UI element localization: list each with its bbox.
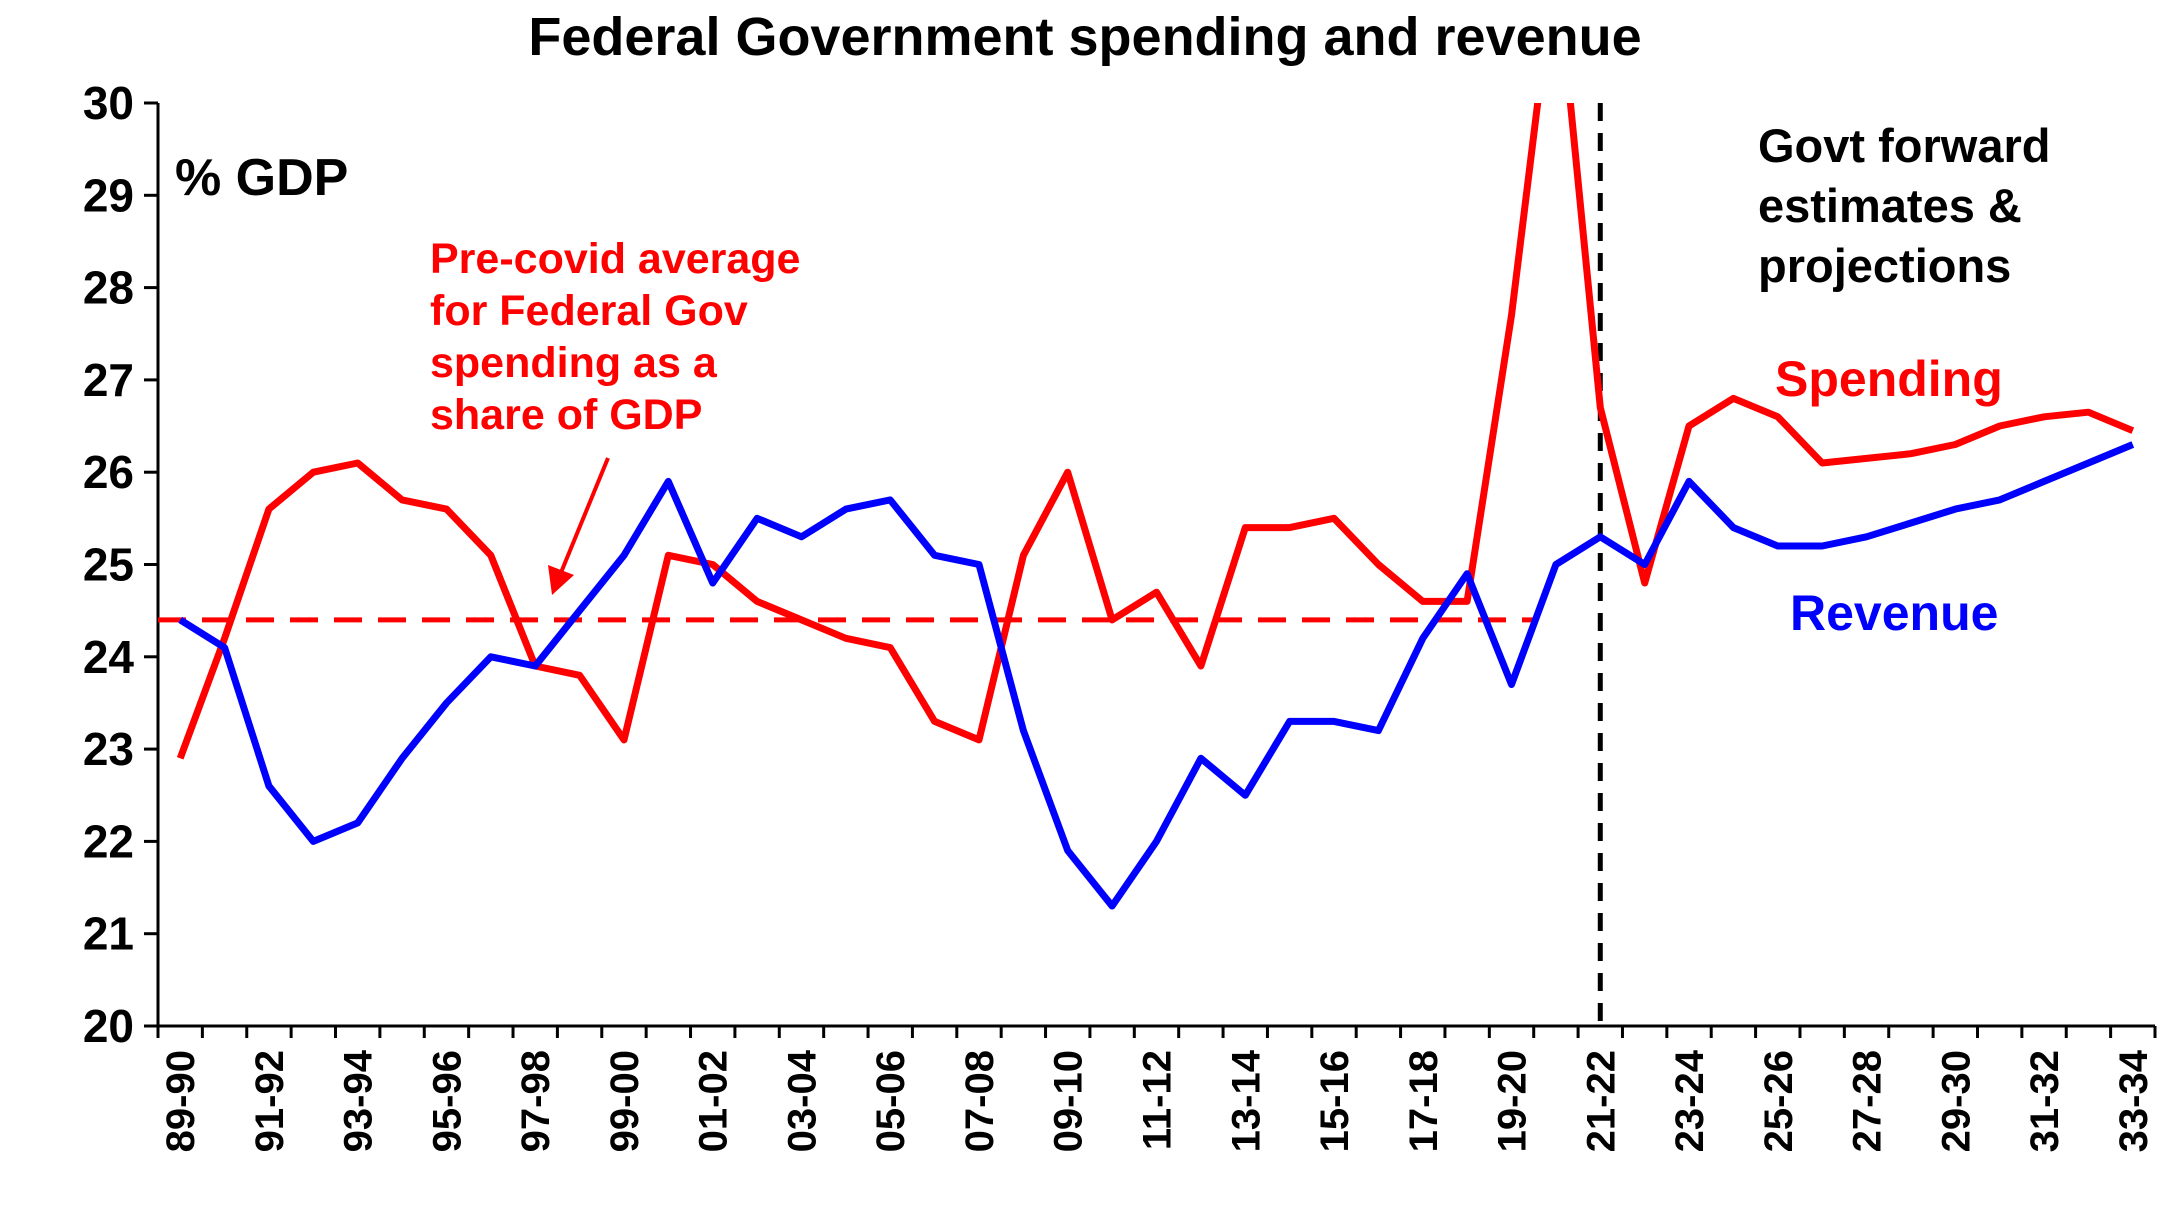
- y-axis-label: % GDP: [175, 149, 348, 207]
- y-axis-ticks: 20 21 22 23 24 25 26 27 28 29 30: [83, 77, 158, 1052]
- x-tick-label: 27-28: [1846, 1050, 1890, 1152]
- x-tick-label: 19-20: [1491, 1050, 1535, 1152]
- y-tick-label: 23: [83, 723, 134, 775]
- spending-series-line: [176, 103, 2135, 760]
- x-tick-label: 03-04: [780, 1049, 824, 1152]
- x-tick-label: 97-98: [514, 1050, 558, 1152]
- precovid-annotation-line: spending as a: [430, 339, 718, 387]
- precovid-annotation-line: share of GDP: [430, 391, 702, 439]
- y-tick-label: 25: [83, 539, 134, 591]
- precovid-annotation-line: for Federal Gov: [430, 287, 748, 335]
- x-tick-label: 01-02: [692, 1050, 736, 1152]
- revenue-label: Revenue: [1790, 585, 1998, 641]
- x-tick-label: 11-12: [1136, 1050, 1180, 1150]
- x-tick-label: 91-92: [248, 1050, 292, 1152]
- annotation-arrow: [548, 457, 610, 595]
- x-tick-label: 07-08: [958, 1050, 1002, 1152]
- x-tick-label: 23-24: [1668, 1049, 1712, 1152]
- x-axis-ticks: 89-90 91-92 93-94 95-96 97-98 99-00 01-02 03-04…: [156, 1026, 2157, 1152]
- x-tick-label: 33-34: [2112, 1049, 2156, 1152]
- x-tick-label: 15-16: [1313, 1050, 1357, 1152]
- x-tick-label: 89-90: [159, 1050, 203, 1152]
- x-tick-label: 95-96: [425, 1050, 469, 1152]
- x-tick-label: 25-26: [1757, 1050, 1801, 1152]
- x-tick-label: 09-10: [1047, 1050, 1091, 1152]
- x-tick-label: 21-22: [1579, 1050, 1623, 1152]
- forward-annotation-line: projections: [1758, 239, 2011, 292]
- x-tick-label: 93-94: [337, 1049, 381, 1152]
- y-tick-label: 24: [83, 631, 135, 683]
- x-tick-label: 17-18: [1402, 1050, 1446, 1152]
- forward-estimates-annotation: Govt forward estimates & projections: [1758, 119, 2050, 292]
- x-tick-label: 29-30: [1934, 1050, 1978, 1152]
- revenue-series-line: [178, 441, 2135, 910]
- spending-label: Spending: [1775, 351, 2003, 407]
- x-tick-label: 05-06: [869, 1050, 913, 1152]
- y-tick-label: 27: [83, 354, 134, 406]
- x-tick-label: 31-32: [2023, 1050, 2067, 1152]
- y-tick-label: 21: [83, 908, 134, 960]
- x-tick-label: 13-14: [1224, 1049, 1268, 1152]
- forward-annotation-line: estimates &: [1758, 179, 2022, 232]
- y-tick-label: 29: [83, 169, 134, 221]
- y-tick-label: 30: [83, 77, 134, 129]
- precovid-annotation-line: Pre-covid average: [430, 235, 800, 283]
- forward-annotation-line: Govt forward: [1758, 119, 2050, 172]
- chart-title: Federal Government spending and revenue: [528, 7, 1641, 67]
- y-tick-label: 26: [83, 446, 134, 498]
- y-tick-label: 22: [83, 815, 134, 867]
- y-tick-label: 20: [83, 1000, 134, 1052]
- precovid-annotation: Pre-covid average for Federal Gov spendi…: [430, 235, 800, 439]
- x-tick-label: 99-00: [603, 1050, 647, 1152]
- y-tick-label: 28: [83, 262, 134, 314]
